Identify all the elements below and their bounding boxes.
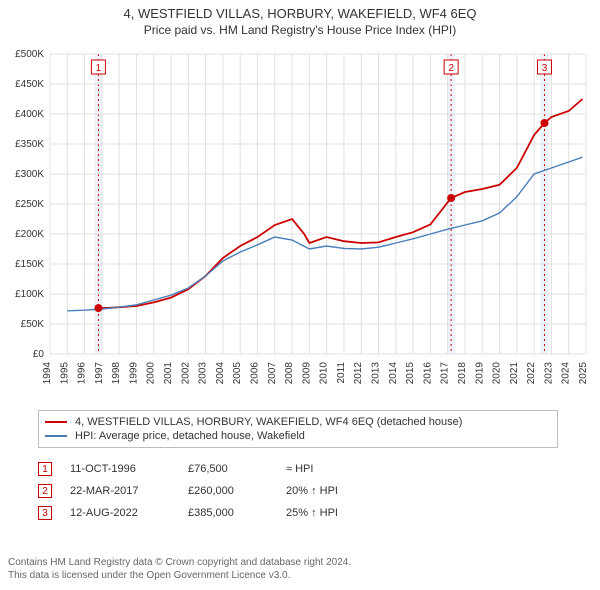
svg-text:£100K: £100K bbox=[15, 289, 44, 300]
svg-text:£350K: £350K bbox=[15, 139, 44, 150]
svg-text:2000: 2000 bbox=[146, 362, 157, 385]
legend-label-price: 4, WESTFIELD VILLAS, HORBURY, WAKEFIELD,… bbox=[75, 416, 462, 428]
event-date-3: 12-AUG-2022 bbox=[70, 507, 170, 519]
svg-text:2016: 2016 bbox=[422, 362, 433, 385]
svg-text:3: 3 bbox=[542, 63, 548, 74]
chart-container: 4, WESTFIELD VILLAS, HORBURY, WAKEFIELD,… bbox=[0, 0, 600, 590]
svg-text:2022: 2022 bbox=[526, 362, 537, 385]
event-price-2: £260,000 bbox=[188, 485, 268, 497]
legend-row-hpi: HPI: Average price, detached house, Wake… bbox=[45, 429, 551, 443]
svg-text:1996: 1996 bbox=[77, 362, 88, 385]
line-chart-svg: £0 £50K £100K £150K £200K £250K £300K £350K £400… bbox=[0, 44, 600, 404]
event-note-2: 20% ↑ HPI bbox=[286, 485, 338, 497]
svg-text:2009: 2009 bbox=[301, 362, 312, 385]
event-price-3: £385,000 bbox=[188, 507, 268, 519]
svg-text:2024: 2024 bbox=[561, 362, 572, 385]
event-date-1: 11-OCT-1996 bbox=[70, 463, 170, 475]
svg-text:£450K: £450K bbox=[15, 79, 44, 90]
legend-swatch-price bbox=[45, 421, 67, 423]
event-date-2: 22-MAR-2017 bbox=[70, 485, 170, 497]
svg-text:2015: 2015 bbox=[405, 362, 416, 385]
svg-text:£0: £0 bbox=[33, 349, 45, 360]
legend-label-hpi: HPI: Average price, detached house, Wake… bbox=[75, 430, 305, 442]
svg-text:2003: 2003 bbox=[198, 362, 209, 385]
svg-text:1995: 1995 bbox=[59, 362, 70, 385]
svg-text:1999: 1999 bbox=[128, 362, 139, 385]
svg-text:£50K: £50K bbox=[21, 319, 45, 330]
svg-text:2014: 2014 bbox=[388, 362, 399, 385]
chart-title: 4, WESTFIELD VILLAS, HORBURY, WAKEFIELD,… bbox=[0, 0, 600, 21]
svg-text:2002: 2002 bbox=[180, 362, 191, 385]
footer-note: Contains HM Land Registry data © Crown c… bbox=[8, 556, 351, 582]
svg-text:2001: 2001 bbox=[163, 362, 174, 385]
chart-area: £0 £50K £100K £150K £200K £250K £300K £350K £400… bbox=[0, 44, 600, 404]
event-marker-2: 2 bbox=[38, 484, 52, 498]
svg-text:2012: 2012 bbox=[353, 362, 364, 385]
legend-row-price: 4, WESTFIELD VILLAS, HORBURY, WAKEFIELD,… bbox=[45, 415, 551, 429]
svg-text:2019: 2019 bbox=[474, 362, 485, 385]
svg-text:2023: 2023 bbox=[543, 362, 554, 385]
event-row-1: 1 11-OCT-1996 £76,500 ≈ HPI bbox=[38, 458, 558, 480]
svg-text:1998: 1998 bbox=[111, 362, 122, 385]
svg-text:2: 2 bbox=[448, 63, 454, 74]
legend-swatch-hpi bbox=[45, 435, 67, 437]
svg-text:2018: 2018 bbox=[457, 362, 468, 385]
legend-box: 4, WESTFIELD VILLAS, HORBURY, WAKEFIELD,… bbox=[38, 410, 558, 448]
svg-text:2004: 2004 bbox=[215, 362, 226, 385]
event-price-1: £76,500 bbox=[188, 463, 268, 475]
event-note-1: ≈ HPI bbox=[286, 463, 313, 475]
event-marker-1: 1 bbox=[38, 462, 52, 476]
svg-text:£250K: £250K bbox=[15, 199, 44, 210]
events-list: 1 11-OCT-1996 £76,500 ≈ HPI 2 22-MAR-201… bbox=[38, 458, 558, 524]
event-row-2: 2 22-MAR-2017 £260,000 20% ↑ HPI bbox=[38, 480, 558, 502]
event-note-3: 25% ↑ HPI bbox=[286, 507, 338, 519]
chart-subtitle: Price paid vs. HM Land Registry's House … bbox=[0, 21, 600, 37]
svg-text:2025: 2025 bbox=[578, 362, 589, 385]
svg-text:2011: 2011 bbox=[336, 362, 347, 384]
svg-text:1997: 1997 bbox=[94, 362, 105, 385]
svg-text:1994: 1994 bbox=[42, 362, 53, 385]
svg-text:2010: 2010 bbox=[319, 362, 330, 385]
svg-text:2021: 2021 bbox=[509, 362, 520, 385]
svg-text:£400K: £400K bbox=[15, 109, 44, 120]
footer-line-2: This data is licensed under the Open Gov… bbox=[8, 569, 351, 582]
svg-text:£300K: £300K bbox=[15, 169, 44, 180]
svg-text:2008: 2008 bbox=[284, 362, 295, 385]
svg-text:2017: 2017 bbox=[440, 362, 451, 385]
svg-text:£150K: £150K bbox=[15, 259, 44, 270]
svg-text:£500K: £500K bbox=[15, 49, 44, 60]
event-row-3: 3 12-AUG-2022 £385,000 25% ↑ HPI bbox=[38, 502, 558, 524]
svg-text:2006: 2006 bbox=[249, 362, 260, 385]
svg-text:2007: 2007 bbox=[267, 362, 278, 385]
svg-text:2013: 2013 bbox=[371, 362, 382, 385]
svg-text:2005: 2005 bbox=[232, 362, 243, 385]
svg-text:1: 1 bbox=[96, 63, 102, 74]
svg-text:2020: 2020 bbox=[492, 362, 503, 385]
footer-line-1: Contains HM Land Registry data © Crown c… bbox=[8, 556, 351, 569]
svg-text:£200K: £200K bbox=[15, 229, 44, 240]
event-marker-3: 3 bbox=[38, 506, 52, 520]
